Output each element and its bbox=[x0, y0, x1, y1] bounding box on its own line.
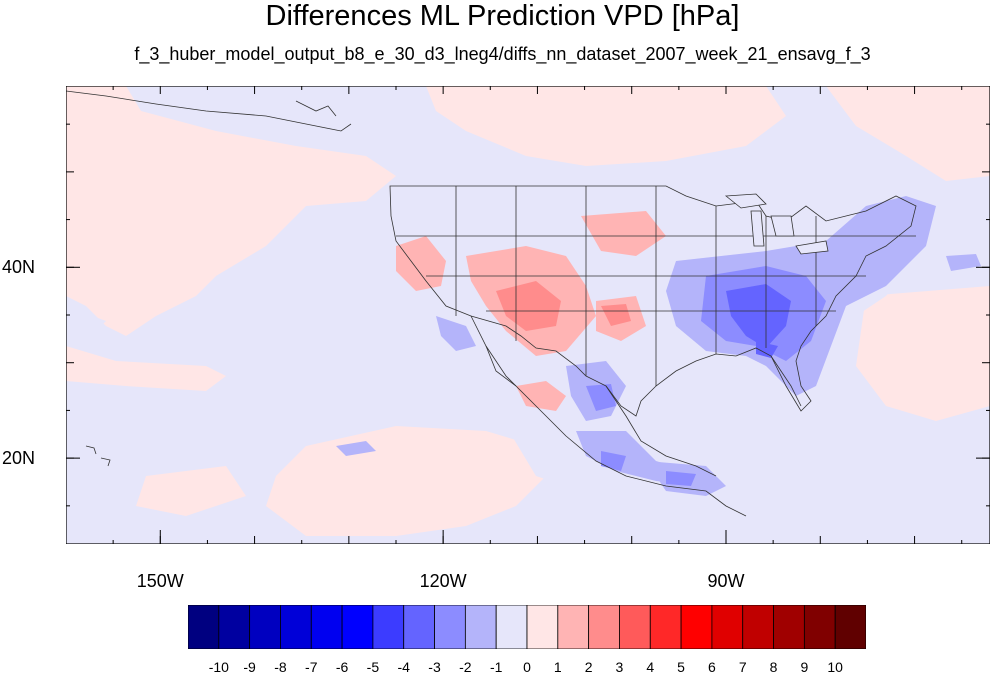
colorbar-box bbox=[495, 605, 528, 649]
colorbar-box bbox=[280, 605, 312, 649]
colorbar-label: 6 bbox=[708, 659, 716, 675]
colorbar-box bbox=[188, 605, 220, 649]
colorbar-box bbox=[680, 605, 713, 649]
lon-tick-label: 150W bbox=[136, 571, 184, 591]
difference-map bbox=[66, 86, 990, 544]
colorbar-label: -10 bbox=[208, 659, 229, 675]
colorbar-box bbox=[526, 605, 559, 649]
colorbar-label: 10 bbox=[827, 659, 843, 675]
colorbar bbox=[188, 605, 866, 649]
colorbar-label: 5 bbox=[677, 659, 685, 675]
florida-coast bbox=[770, 355, 802, 407]
mexico-boundaries bbox=[470, 315, 747, 517]
chart-title: Differences ML Prediction VPD [hPa] bbox=[265, 0, 740, 32]
positive-shading-light bbox=[66, 86, 990, 536]
colorbar-box bbox=[341, 605, 374, 649]
colorbar-box bbox=[372, 605, 405, 649]
lat-tick-label: 20N bbox=[2, 448, 36, 469]
colorbar-box bbox=[773, 605, 805, 649]
colorbar-label: -9 bbox=[243, 659, 256, 675]
colorbar-label: 8 bbox=[769, 659, 778, 675]
great-lakes bbox=[724, 193, 829, 255]
colorbar-label: -6 bbox=[335, 659, 349, 675]
colorbar-label: 9 bbox=[800, 659, 809, 675]
colorbar-box bbox=[464, 605, 497, 649]
colorbar-box bbox=[711, 605, 744, 649]
colorbar-box bbox=[588, 605, 620, 649]
colorbar-label: 4 bbox=[646, 659, 655, 675]
ocean-negative-patches bbox=[66, 306, 106, 341]
colorbar-box bbox=[403, 605, 435, 649]
hawaii-islands bbox=[85, 445, 111, 467]
colorbar-label: -2 bbox=[459, 659, 472, 675]
colorbar-box bbox=[619, 605, 651, 649]
colorbar-label: 1 bbox=[553, 659, 562, 675]
lat-tick-label: 40N bbox=[2, 257, 36, 278]
colorbar-boxes bbox=[188, 605, 866, 649]
colorbar-box bbox=[803, 605, 836, 649]
positive-shading-strong bbox=[496, 281, 631, 331]
colorbar-label: -1 bbox=[489, 659, 503, 675]
colorbar-label: 2 bbox=[584, 659, 593, 675]
colorbar-label: -5 bbox=[366, 659, 380, 675]
axis-ticks bbox=[66, 86, 990, 544]
colorbar-label: 7 bbox=[738, 659, 747, 675]
lon-tick-label: 90W bbox=[707, 571, 745, 591]
colorbar-box bbox=[557, 605, 590, 649]
us-boundaries bbox=[389, 185, 917, 417]
colorbar-box bbox=[434, 605, 466, 649]
colorbar-box bbox=[742, 605, 774, 649]
colorbar-box bbox=[249, 605, 281, 649]
colorbar-label: 0 bbox=[523, 659, 531, 675]
colorbar-label: -4 bbox=[397, 659, 410, 675]
alaska-coast bbox=[66, 90, 352, 132]
colorbar-box bbox=[218, 605, 251, 649]
colorbar-label: 3 bbox=[615, 659, 624, 675]
colorbar-label: -7 bbox=[305, 659, 318, 675]
negative-shading-strong bbox=[726, 284, 791, 358]
colorbar-label: -3 bbox=[428, 659, 441, 675]
chart-subtitle: f_3_huber_model_output_b8_e_30_d3_lneg4/… bbox=[134, 44, 871, 64]
colorbar-box bbox=[310, 605, 343, 649]
colorbar-label: -8 bbox=[274, 659, 287, 675]
colorbar-box bbox=[649, 605, 682, 649]
colorbar-box bbox=[834, 605, 866, 649]
lon-tick-label: 120W bbox=[419, 571, 467, 591]
